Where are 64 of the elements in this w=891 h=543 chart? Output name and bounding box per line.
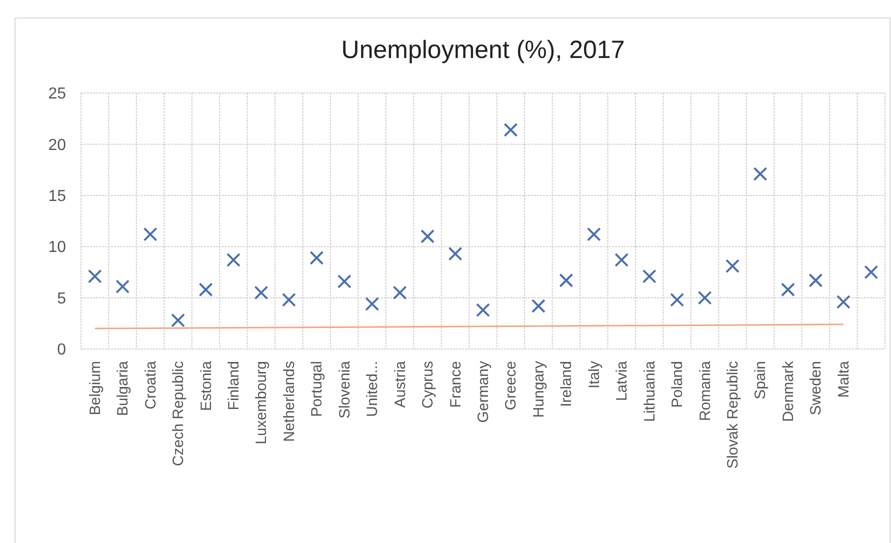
- point: [642, 269, 656, 284]
- chart-title: Unemployment (%), 2017: [341, 36, 625, 64]
- y-tick-label: 25: [48, 86, 66, 103]
- point: [670, 292, 684, 307]
- x-tick-label: Malta: [835, 360, 852, 398]
- y-tick-label: 10: [48, 239, 66, 256]
- point: [476, 303, 490, 318]
- x-tick-label: Finland: [225, 361, 242, 410]
- x-tick-label: Spain: [752, 361, 770, 400]
- x-tick-label: Slovenia: [336, 360, 354, 419]
- point: [88, 269, 102, 284]
- point: [726, 259, 740, 274]
- point: [171, 313, 186, 328]
- point: [282, 292, 296, 307]
- x-tick-label: Sweden: [808, 361, 825, 416]
- point: [780, 282, 795, 297]
- point: [254, 286, 268, 300]
- x-tick-label: Portugal: [308, 361, 326, 417]
- x-tick-label: Cyprus: [420, 361, 437, 409]
- point: [559, 273, 574, 288]
- x-tick-label: Bulgaria: [114, 360, 132, 416]
- point: [531, 298, 546, 313]
- point: [420, 229, 435, 244]
- x-tick-label: Poland: [669, 361, 686, 408]
- y-tick-label: 0: [57, 342, 66, 359]
- y-tick-label: 5: [57, 290, 66, 308]
- x-tick-label: Czech Republic: [170, 360, 188, 466]
- point: [392, 286, 407, 300]
- x-tick-label: Netherlands: [280, 361, 298, 442]
- x-tick-label: Estonia: [198, 360, 215, 412]
- x-tick-label: Belgium: [86, 361, 104, 416]
- point: [753, 166, 768, 181]
- point: [365, 296, 380, 311]
- point: [310, 250, 324, 265]
- x-tick-label: Greece: [502, 361, 520, 410]
- point: [864, 265, 878, 280]
- point: [808, 273, 823, 288]
- y-tick-label: 15: [48, 188, 66, 205]
- x-tick-label: Austria: [392, 360, 409, 408]
- x-tick-label: United...: [364, 361, 382, 417]
- x-tick-label: Hungary: [530, 360, 548, 418]
- point: [614, 252, 629, 267]
- x-tick-label: Slovak Republic: [724, 360, 742, 469]
- point: [836, 294, 850, 309]
- point: [198, 282, 213, 297]
- point: [448, 246, 462, 261]
- x-tick-label: Lithuania: [641, 360, 658, 422]
- point: [116, 280, 130, 294]
- x-tick-label: Luxembourg: [253, 361, 270, 444]
- point: [226, 252, 240, 267]
- x-tick-label: Germany: [475, 360, 492, 423]
- x-tick-label: Latvia: [614, 360, 631, 402]
- x-tick-label: Ireland: [558, 361, 576, 407]
- point: [586, 227, 601, 242]
- point: [143, 227, 158, 242]
- point: [698, 290, 712, 305]
- point: [337, 274, 352, 288]
- x-tick-label: France: [447, 361, 464, 408]
- x-tick-label: Denmark: [780, 360, 797, 422]
- x-tick-label: Italy: [586, 360, 603, 389]
- point: [504, 122, 518, 137]
- x-tick-label: Croatia: [142, 360, 160, 410]
- y-tick-label: 20: [48, 136, 66, 154]
- x-tick-label: Romania: [696, 360, 714, 422]
